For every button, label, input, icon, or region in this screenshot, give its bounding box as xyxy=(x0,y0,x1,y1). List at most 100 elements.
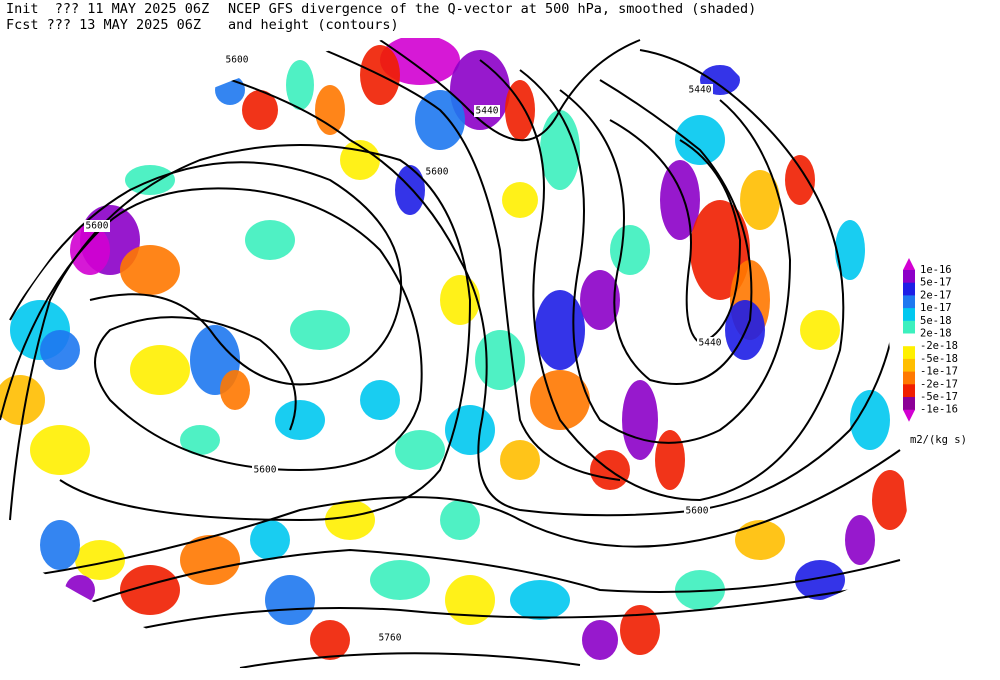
contour-label-bg xyxy=(474,105,500,117)
legend-unit: m2/(kg s) xyxy=(910,434,967,446)
shade-patch xyxy=(800,310,840,350)
shade-patch xyxy=(315,85,345,135)
map-subtitle: and height (contours) xyxy=(228,17,399,33)
legend-label: 1e-16 xyxy=(920,264,952,276)
contour-label-bg xyxy=(687,84,713,96)
legend: 1e-165e-172e-171e-175e-182e-18-2e-18-5e-… xyxy=(903,258,967,446)
contour-label-bg xyxy=(684,505,710,517)
shade-patch xyxy=(872,470,908,530)
contour-label: 5600 xyxy=(426,167,449,178)
shade-patch xyxy=(530,370,590,430)
contour xyxy=(0,187,423,472)
shade-patch xyxy=(250,520,290,560)
shade-patch xyxy=(735,520,785,560)
legend-swatch xyxy=(903,371,915,385)
legend-swatch xyxy=(903,346,915,360)
shade-patch xyxy=(440,500,480,540)
shade-patch xyxy=(65,575,95,605)
shade-patch xyxy=(275,400,325,440)
contour-label: 5600 xyxy=(86,221,109,232)
shade-patch xyxy=(120,245,180,295)
legend-label: -1e-17 xyxy=(920,366,958,378)
legend-label: 5e-17 xyxy=(920,277,952,289)
contour xyxy=(299,39,621,481)
shade-patch xyxy=(510,580,570,620)
shade-patch xyxy=(40,330,80,370)
shade-patch xyxy=(220,370,250,410)
contour-label: 5600 xyxy=(686,506,709,517)
contour xyxy=(9,161,403,386)
shade-patch xyxy=(582,620,618,660)
shade-patch xyxy=(622,380,658,460)
shade-patch xyxy=(370,560,430,600)
shade-patch xyxy=(445,405,495,455)
contour-label: 5600 xyxy=(254,465,277,476)
legend-tip xyxy=(903,258,915,270)
shade-patch xyxy=(290,310,350,350)
shade-patch xyxy=(40,520,80,570)
legend-label: -2e-17 xyxy=(920,378,958,390)
shade-patch xyxy=(30,425,90,475)
contour-labels: 5600 5440 5440 5600 5600 5440 5600 5600 5760 xyxy=(84,54,723,644)
contour xyxy=(379,39,641,142)
shade-patch xyxy=(0,375,45,425)
shaded-field xyxy=(0,38,908,660)
shade-patch xyxy=(120,565,180,615)
shade-patch xyxy=(845,515,875,565)
contour xyxy=(199,69,901,517)
shade-patch xyxy=(655,430,685,490)
shade-patch xyxy=(785,155,815,205)
shade-patch xyxy=(70,225,110,275)
contour-label: 5440 xyxy=(689,85,712,96)
shade-patch xyxy=(180,425,220,455)
contour-label-bg xyxy=(84,220,110,232)
contour xyxy=(239,652,581,668)
legend-swatch xyxy=(903,320,915,334)
shade-patch xyxy=(310,620,350,660)
contour-label-bg xyxy=(224,54,250,66)
contour-label: 5440 xyxy=(699,338,722,349)
legend-swatch xyxy=(903,358,915,373)
legend-label: -2e-18 xyxy=(920,340,958,352)
shade-patch xyxy=(835,220,865,280)
contour xyxy=(479,49,845,502)
shade-patch xyxy=(245,220,295,260)
legend-label: -5e-17 xyxy=(920,391,958,403)
shade-patch xyxy=(850,390,890,450)
legend-label: 5e-18 xyxy=(920,315,952,327)
shade-patch xyxy=(445,575,495,625)
legend-swatch xyxy=(903,282,915,296)
shade-patch xyxy=(502,182,538,218)
legend-label: 1e-17 xyxy=(920,302,952,314)
shade-patch xyxy=(395,430,445,470)
contour xyxy=(89,579,911,641)
forecast-time: Fcst ??? 13 MAY 2025 06Z xyxy=(6,17,201,33)
contour xyxy=(559,79,753,385)
shade-patch xyxy=(75,540,125,580)
map-title: NCEP GFS divergence of the Q-vector at 5… xyxy=(228,1,756,17)
shade-patch xyxy=(340,140,380,180)
shade-patch xyxy=(505,80,535,140)
contour-label-bg xyxy=(252,464,278,476)
shade-patch xyxy=(610,225,650,275)
height-contours xyxy=(0,39,911,668)
shade-patch xyxy=(440,275,480,325)
shade-patch xyxy=(286,60,314,110)
legend-label: 2e-17 xyxy=(920,289,952,301)
contour-label: 5440 xyxy=(476,106,499,117)
contour xyxy=(9,144,472,522)
shade-patch xyxy=(380,38,460,85)
contour xyxy=(39,548,901,621)
legend-swatch xyxy=(903,295,915,309)
legend-label: 2e-18 xyxy=(920,328,952,340)
shade-patch xyxy=(325,500,375,540)
shade-patch xyxy=(242,90,278,130)
shade-patch xyxy=(675,115,725,165)
shade-patch xyxy=(740,170,780,230)
legend-tip xyxy=(903,409,915,422)
legend-swatch xyxy=(903,308,915,322)
shade-patch xyxy=(265,575,315,625)
contour xyxy=(0,449,901,581)
legend-label: -5e-18 xyxy=(920,353,958,365)
shade-patch xyxy=(795,560,845,600)
